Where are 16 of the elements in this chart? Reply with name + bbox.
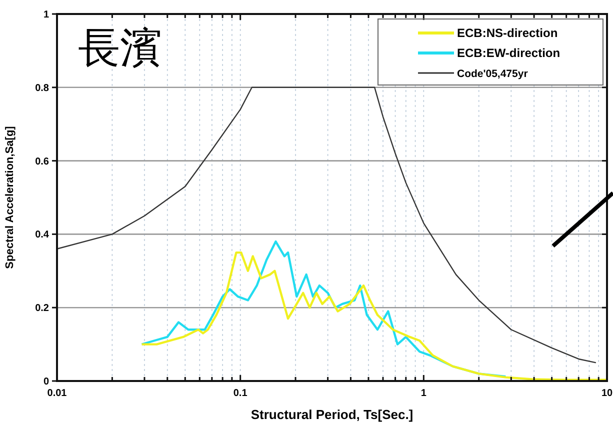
x-axis-title: Structural Period, Ts[Sec.] [250,407,414,422]
y-tick-label: 1 [43,10,50,20]
y-tick-label: 0.2 [35,303,50,314]
x-tick-label: 1 [420,388,427,399]
legend-label: ECB:NS-direction [457,26,558,40]
y-tick-label: 0.4 [35,230,50,241]
y-tick-label: 0.6 [35,156,50,168]
y-tick-label: 0 [43,376,50,388]
x-tick-label: 10 [601,388,613,399]
x-tick-label: 0.1 [233,388,248,399]
x-tick-label: 0.01 [47,388,68,399]
y-axis-title: Spectral Acceleration,Sa[g] [4,126,16,269]
annotation: 長濱 [78,23,162,72]
y-tick-label: 0.8 [35,82,50,94]
legend-label: ECB:EW-direction [457,46,560,60]
legend-label: Code'05,475yr [457,68,528,80]
